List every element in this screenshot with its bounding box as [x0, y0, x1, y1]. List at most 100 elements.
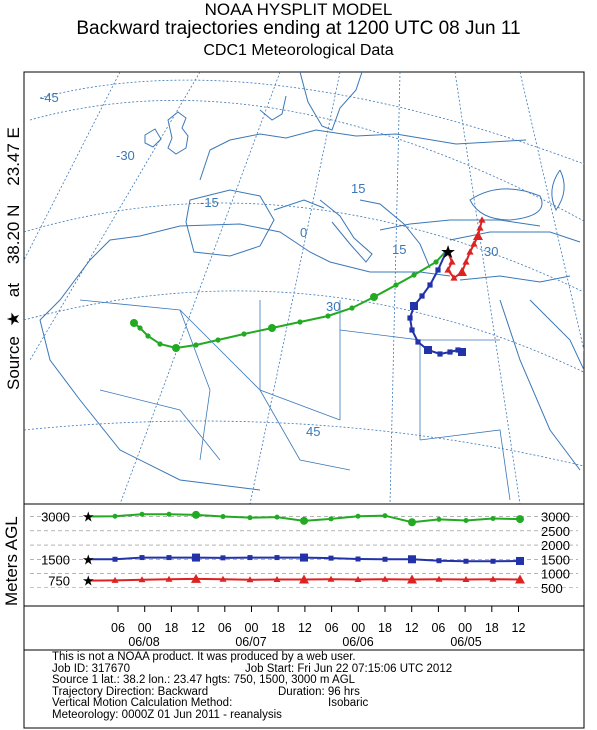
height-point	[355, 556, 361, 562]
height-point	[490, 516, 496, 522]
height-point	[436, 558, 442, 564]
lat-label: 45	[306, 424, 320, 439]
height-left-tick-label: 3000	[41, 510, 70, 525]
height-point	[516, 556, 524, 565]
height-point	[165, 575, 173, 582]
height-point	[327, 575, 335, 582]
map-trajectory-point	[458, 348, 466, 356]
time-hour-label: 18	[164, 621, 178, 635]
info-job-start: Job Start: Fri Jun 22 07:15:06 UTC 2012	[245, 662, 453, 675]
height-point	[220, 514, 226, 520]
height-point	[111, 576, 119, 583]
height-point	[166, 511, 172, 517]
map-trajectory-point	[325, 313, 331, 319]
header-title-line2: Backward trajectories ending at 1200 UTC…	[76, 18, 521, 39]
time-date-label: 06/07	[235, 635, 266, 649]
coastlines	[39, 72, 584, 491]
height-point	[490, 558, 496, 564]
time-hour-label: 06	[218, 621, 232, 635]
graticule	[24, 72, 584, 504]
at-word: at	[4, 283, 23, 298]
time-hour-label: 18	[485, 621, 499, 635]
map-trajectory-point	[424, 346, 432, 354]
height-right-tick-label: 3000	[541, 510, 570, 525]
info-panel-frame	[23, 649, 585, 729]
height-source-star-icon: ★	[82, 551, 95, 567]
time-hour-label: 00	[351, 621, 365, 635]
map-trajectory-point	[241, 331, 247, 337]
time-date-label: 06/06	[342, 635, 373, 649]
map-trajectory-point	[462, 258, 470, 265]
star-icon: ★	[4, 311, 23, 327]
height-point	[382, 513, 388, 519]
height-point	[192, 553, 200, 562]
map-trajectory-point	[137, 325, 143, 331]
info-meteorology: Meteorology: 0000Z 01 Jun 2011 - reanaly…	[52, 708, 282, 721]
time-hour-label: 12	[298, 621, 312, 635]
map-trajectory-point	[444, 266, 452, 273]
map-trajectory-point	[393, 282, 399, 288]
height-right-tick-label: 2000	[541, 538, 570, 553]
time-date-label: 06/05	[450, 635, 481, 649]
map-trajectory-point	[130, 319, 138, 327]
info-duration: Duration: 96 hrs	[278, 685, 360, 698]
height-point	[192, 510, 200, 519]
map-trajectory-point	[450, 274, 458, 281]
height-series: ★ ★ ★	[82, 509, 525, 589]
grid-labels: -45 -30 -15 0 15 15 30 30 45 5	[40, 90, 593, 439]
height-right-tick-label: 2500	[541, 524, 570, 539]
height-point	[300, 553, 308, 562]
map-trajectory-point	[437, 351, 443, 357]
time-hour-label: 12	[191, 621, 205, 635]
height-right-tick-label: 500	[541, 581, 563, 596]
map-trajectory-point	[448, 258, 456, 265]
height-point	[355, 513, 361, 519]
height-point	[220, 555, 226, 561]
map-trajectory-point	[427, 282, 433, 288]
lon-label: 5	[586, 228, 593, 243]
info-source: Source 1 lat.: 38.2 lon.: 23.47 hgts: 75…	[52, 674, 356, 686]
map-content: -45 -30 -15 0 15 15 30 30 45 5 ★	[24, 72, 593, 504]
map-trajectory-point	[215, 337, 221, 343]
height-point	[138, 576, 146, 583]
map-trajectory-point	[470, 240, 478, 247]
map-trajectory-point	[415, 339, 421, 345]
height-point	[436, 516, 442, 522]
map-trajectory-point	[297, 319, 303, 325]
time-hour-label: 12	[405, 621, 419, 635]
height-point	[139, 555, 145, 561]
lat-label: 30	[484, 244, 498, 259]
height-right-tick-label: 1500	[541, 552, 570, 567]
height-point	[299, 574, 309, 584]
map-trajectory-point	[193, 342, 199, 348]
time-hour-label: 18	[271, 621, 285, 635]
height-left-tick-label: 750	[48, 574, 70, 589]
height-point	[247, 555, 253, 561]
map-trajectory-point	[145, 333, 151, 339]
time-axis-ticks: 06 00 18 12 06 00 18 12 06 00 18 12 06 00 18 12 06/08 06/…	[111, 606, 525, 649]
source-word: Source	[4, 336, 23, 390]
time-date-label: 06/08	[128, 635, 159, 649]
time-hour-label: 06	[111, 621, 125, 635]
height-point	[247, 515, 253, 521]
height-point	[139, 511, 145, 517]
height-point	[112, 556, 118, 562]
map-trajectory-point	[466, 248, 474, 255]
time-hour-label: 06	[325, 621, 339, 635]
info-vertical: Vertical Motion Calculation Method:	[52, 697, 233, 709]
height-point	[463, 518, 469, 524]
height-point	[328, 555, 334, 561]
source-location-label: Source ★ at 38.20 N 23.47 E	[4, 127, 24, 390]
time-axis-frame	[23, 605, 585, 651]
header-title-line1: NOAA HYSPLIT MODEL	[204, 0, 393, 19]
time-hour-label: 18	[378, 621, 392, 635]
info-direction: Trajectory Direction: Backward	[52, 685, 209, 698]
map-trajectory-point	[476, 224, 484, 231]
lat-label: 30	[326, 299, 340, 314]
height-point	[246, 576, 254, 583]
map-frame	[23, 71, 585, 505]
map-trajectory-point	[157, 341, 163, 347]
height-point	[354, 575, 362, 582]
height-point	[408, 518, 416, 527]
source-lon: 23.47 E	[4, 127, 23, 186]
